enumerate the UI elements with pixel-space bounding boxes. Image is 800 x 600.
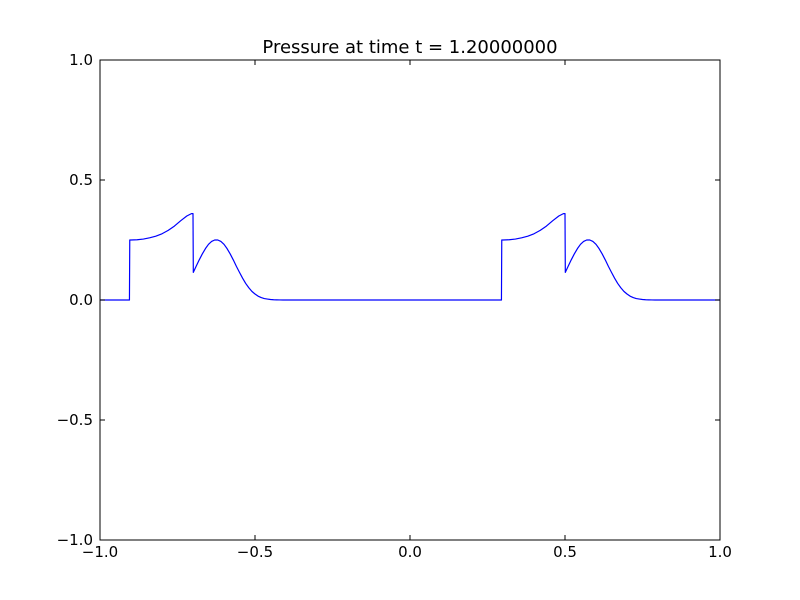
x-tick-label-3: 0.5 — [553, 543, 577, 561]
y-tick-label-4: 1.0 — [69, 51, 93, 69]
y-tick-label-1: −0.5 — [57, 411, 93, 429]
x-tick-label-2: 0.0 — [398, 543, 422, 561]
series-line-0 — [100, 213, 720, 301]
y-tick-label-2: 0.0 — [69, 291, 93, 309]
x-tick-label-1: −0.5 — [237, 543, 273, 561]
x-tick-label-0: −1.0 — [82, 543, 118, 561]
chart-title: Pressure at time t = 1.20000000 — [262, 37, 557, 58]
x-tick-label-4: 1.0 — [708, 543, 732, 561]
axes-frame — [99, 59, 721, 541]
y-tick-label-3: 0.5 — [69, 171, 93, 189]
series-layer — [100, 213, 720, 301]
y-tick-label-0: −1.0 — [57, 531, 93, 549]
